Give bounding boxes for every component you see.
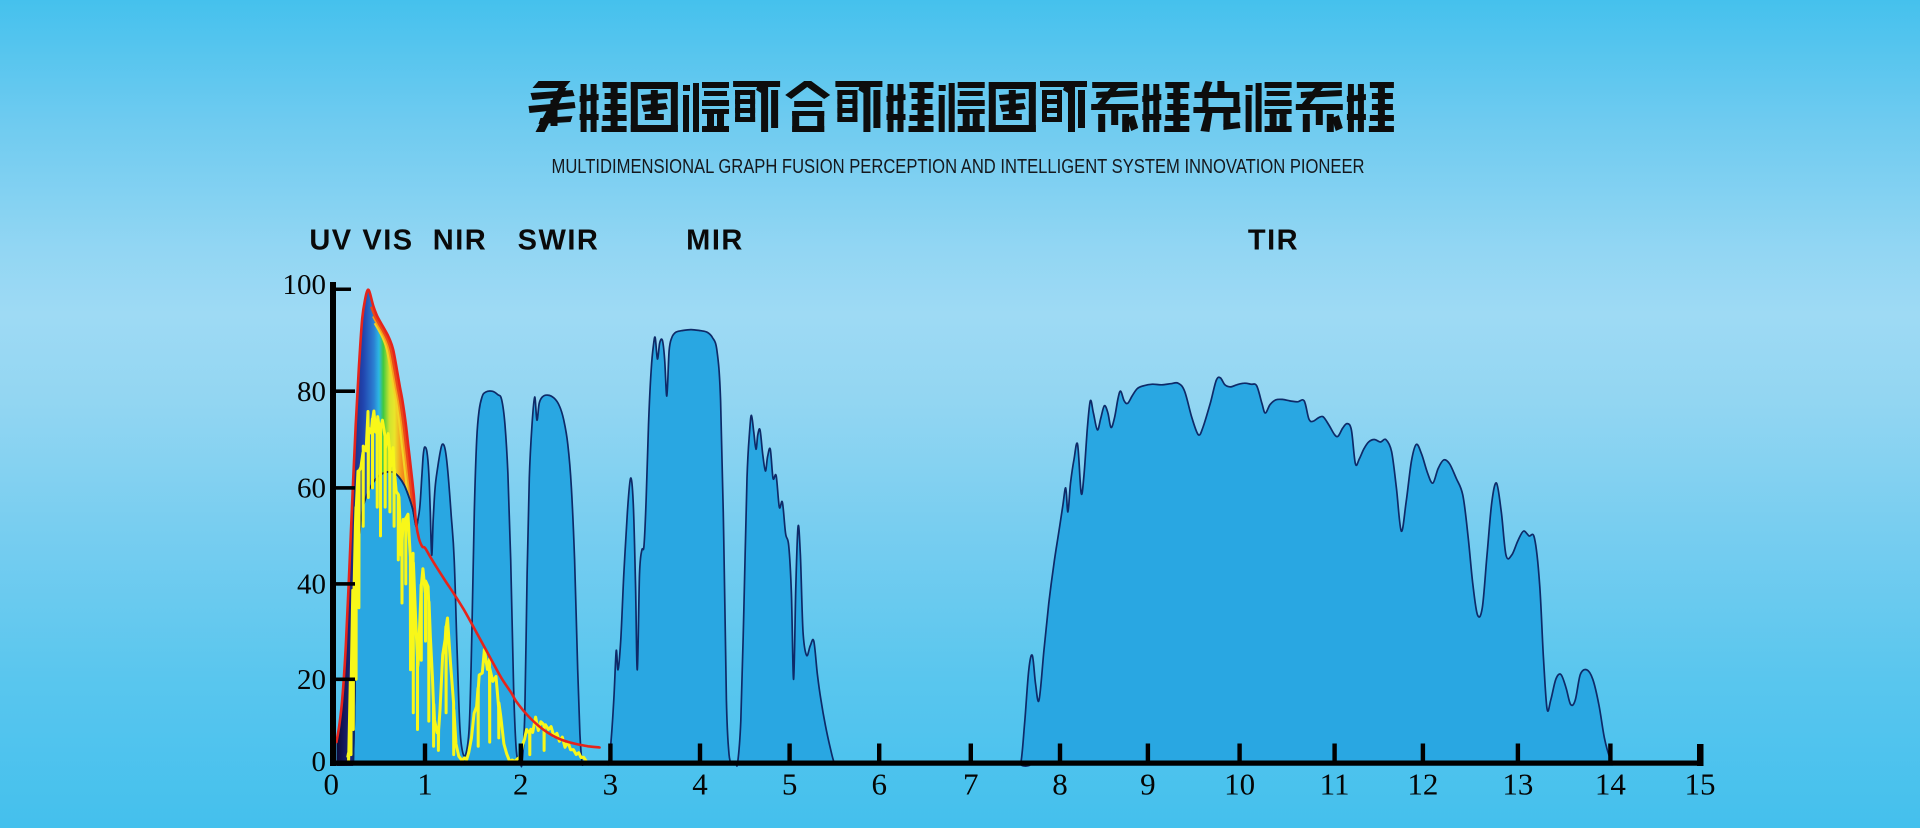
svg-text:5: 5 — [782, 767, 798, 802]
svg-text:3: 3 — [603, 767, 619, 802]
svg-text:SWIR: SWIR — [518, 225, 600, 257]
svg-text:2: 2 — [513, 767, 529, 802]
svg-text:10: 10 — [1224, 767, 1255, 802]
svg-text:MULTIDIMENSIONAL GRAPH FUSION: MULTIDIMENSIONAL GRAPH FUSION PERCEPTION… — [552, 156, 1365, 178]
svg-text:9: 9 — [1140, 767, 1156, 802]
svg-text:MIR: MIR — [686, 225, 744, 257]
svg-text:13: 13 — [1502, 767, 1533, 802]
svg-text:0: 0 — [324, 767, 340, 802]
svg-text:15: 15 — [1685, 767, 1716, 802]
svg-text:8: 8 — [1052, 767, 1068, 802]
svg-text:UV: UV — [309, 225, 352, 257]
svg-text:80: 80 — [297, 376, 326, 408]
svg-text:TIR: TIR — [1248, 225, 1299, 257]
svg-text:20: 20 — [297, 664, 326, 696]
svg-text:0: 0 — [312, 746, 327, 778]
svg-text:100: 100 — [283, 269, 327, 301]
svg-text:40: 40 — [297, 569, 326, 601]
svg-text:1: 1 — [417, 767, 433, 802]
svg-text:14: 14 — [1595, 767, 1627, 802]
svg-text:VIS: VIS — [362, 225, 413, 257]
svg-text:6: 6 — [871, 767, 887, 802]
svg-text:11: 11 — [1320, 767, 1350, 802]
svg-text:NIR: NIR — [433, 225, 487, 257]
svg-text:60: 60 — [297, 473, 326, 505]
svg-text:7: 7 — [963, 767, 979, 802]
svg-text:4: 4 — [692, 767, 708, 802]
svg-text:12: 12 — [1407, 767, 1438, 802]
